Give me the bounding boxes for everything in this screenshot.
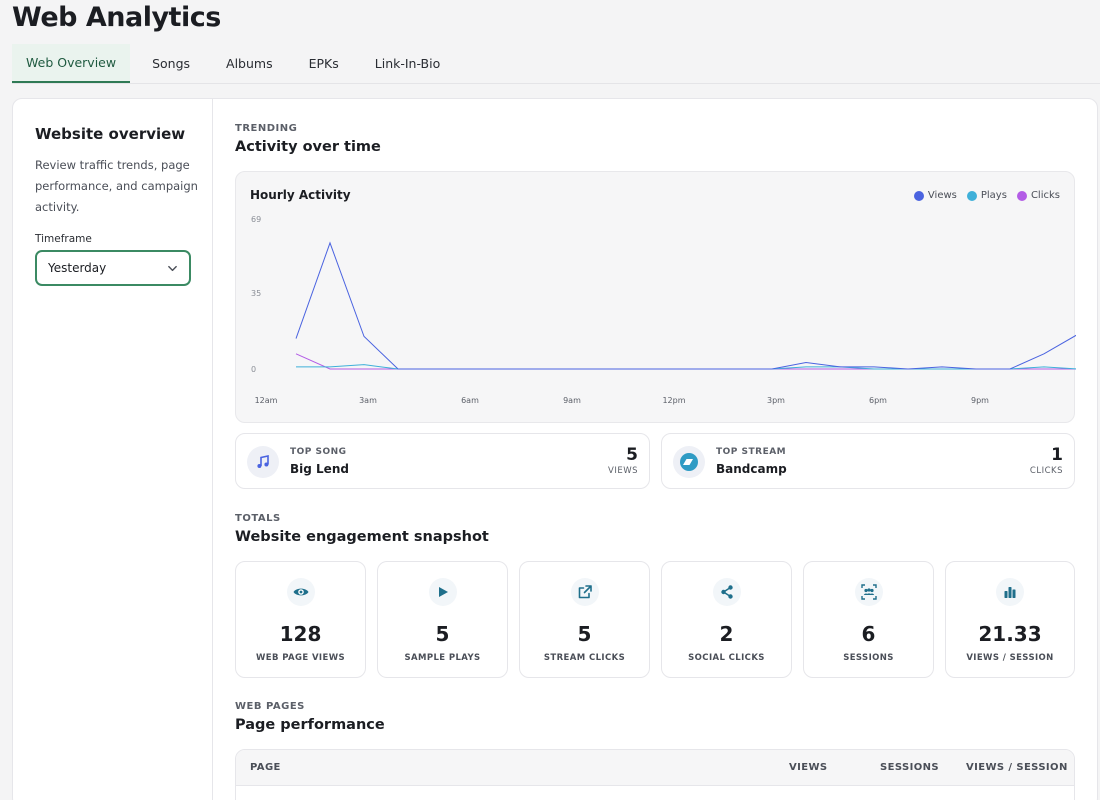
y-tick-label: 35 (251, 289, 261, 298)
stat-label: SOCIAL CLICKS (688, 653, 765, 663)
stat-label: SAMPLE PLAYS (404, 653, 481, 663)
timeframe-value: Yesterday (48, 261, 107, 275)
stat-value: 21.33 (978, 622, 1042, 646)
stat-label: SESSIONS (843, 653, 894, 663)
top-stream-label: TOP STREAM (716, 447, 787, 457)
sidebar-description: Review traffic trends, page performance,… (35, 158, 198, 214)
column-header-views-per-session[interactable]: VIEWS / SESSION (966, 762, 1068, 773)
top-song-count: 5 (626, 445, 638, 465)
legend-dot-plays (966, 190, 977, 201)
stat-card-sample-plays: 5 SAMPLE PLAYS (377, 561, 508, 678)
column-header-views[interactable]: VIEWS (789, 762, 828, 773)
tab-web-overview[interactable]: Web Overview (12, 44, 131, 83)
eye-icon (286, 578, 315, 606)
legend-label-clicks: Clicks (1030, 190, 1060, 201)
tab-albums[interactable]: Albums (226, 56, 273, 71)
timeframe-label: Timeframe (35, 233, 92, 245)
play-icon (428, 578, 457, 606)
legend-dot-views (913, 190, 924, 201)
sessions-icon (854, 578, 883, 606)
tab-link-in-bio[interactable]: Link-In-Bio (374, 56, 441, 71)
totals-title: Website engagement snapshot (235, 529, 489, 545)
stat-card-stream-clicks: 5 STREAM CLICKS (519, 561, 650, 678)
stat-label: STREAM CLICKS (543, 653, 626, 663)
trending-title: Activity over time (235, 139, 381, 155)
legend-dot-clicks (1016, 190, 1027, 201)
x-tick-label: 12pm (662, 396, 685, 405)
music-note-icon (247, 446, 279, 478)
chart-title: Hourly Activity (250, 188, 351, 202)
web-pages-title: Page performance (235, 717, 385, 733)
top-stream-card[interactable]: TOP STREAM Bandcamp 1 CLICKS (661, 433, 1075, 489)
page-title: Web Analytics (12, 2, 221, 33)
top-song-value: Big Lend (290, 462, 349, 476)
series-line-views (295, 241, 1076, 370)
stat-card-views-per-session: 21.33 VIEWS / SESSION (945, 561, 1075, 678)
stat-label: VIEWS / SESSION (966, 653, 1054, 663)
timeframe-select[interactable]: Yesterday (35, 250, 191, 286)
x-tick-label: 6am (461, 396, 479, 405)
legend-item-views[interactable]: Views (913, 190, 957, 201)
table-header: PAGE VIEWS SESSIONS VIEWS / SESSION (236, 750, 1074, 786)
sidebar: Website overview Review traffic trends, … (13, 99, 213, 800)
stat-label: WEB PAGE VIEWS (255, 653, 346, 663)
y-tick-label: 0 (251, 365, 256, 374)
bandcamp-icon (673, 446, 705, 478)
x-tick-label: 6pm (869, 396, 887, 405)
stat-value: 6 (861, 622, 876, 646)
external-link-icon (570, 578, 599, 606)
top-song-unit: VIEWS (608, 466, 638, 476)
legend-item-plays[interactable]: Plays (966, 190, 1007, 201)
bar-chart-icon (996, 578, 1024, 606)
column-header-sessions[interactable]: SESSIONS (880, 762, 939, 773)
stat-card-sessions: 6 SESSIONS (803, 561, 934, 678)
analytics-card: Website overview Review traffic trends, … (12, 98, 1098, 800)
chart-plot: 69 35 0 12am 3am 6am 9am 12pm 3pm 6pm 9pm (251, 215, 1076, 405)
stat-value: 2 (719, 622, 734, 646)
column-header-page[interactable]: PAGE (250, 762, 281, 773)
top-stream-count: 1 (1051, 445, 1063, 465)
series-line-clicks (295, 353, 1076, 370)
hourly-activity-chart: Hourly Activity Views Plays Clicks 69 35 0… (235, 171, 1076, 423)
page-performance-table: PAGE VIEWS SESSIONS VIEWS / SESSION (235, 749, 1075, 800)
tab-songs[interactable]: Songs (152, 56, 191, 71)
x-tick-label: 9am (563, 396, 581, 405)
legend-label-plays: Plays (980, 190, 1007, 201)
x-tick-label: 3am (359, 396, 377, 405)
x-tick-label: 12am (255, 396, 278, 405)
stat-card-web-page-views: 128 WEB PAGE VIEWS (235, 561, 366, 678)
sidebar-title: Website overview (35, 125, 186, 143)
legend-item-clicks[interactable]: Clicks (1016, 190, 1060, 201)
top-stream-value: Bandcamp (716, 462, 787, 476)
tab-epks[interactable]: EPKs (308, 56, 339, 71)
y-tick-label: 69 (251, 215, 261, 224)
x-tick-label: 9pm (971, 396, 989, 405)
chevron-down-icon (168, 265, 177, 272)
stat-value: 5 (577, 622, 592, 646)
share-icon (712, 578, 741, 606)
tab-bar: Web Overview Songs Albums EPKs Link-In-B… (12, 44, 1100, 84)
x-tick-label: 3pm (767, 396, 785, 405)
legend-label-views: Views (927, 190, 957, 201)
totals-eyebrow: TOTALS (235, 513, 281, 524)
stat-card-social-clicks: 2 SOCIAL CLICKS (661, 561, 792, 678)
chart-legend: Views Plays Clicks (913, 190, 1060, 201)
web-pages-eyebrow: WEB PAGES (235, 701, 305, 712)
top-song-label: TOP SONG (290, 447, 347, 457)
trending-eyebrow: TRENDING (235, 123, 298, 134)
stat-value: 128 (279, 622, 322, 646)
top-song-card[interactable]: TOP SONG Big Lend 5 VIEWS (235, 433, 650, 489)
top-stream-unit: CLICKS (1029, 466, 1063, 476)
stat-value: 5 (435, 622, 450, 646)
